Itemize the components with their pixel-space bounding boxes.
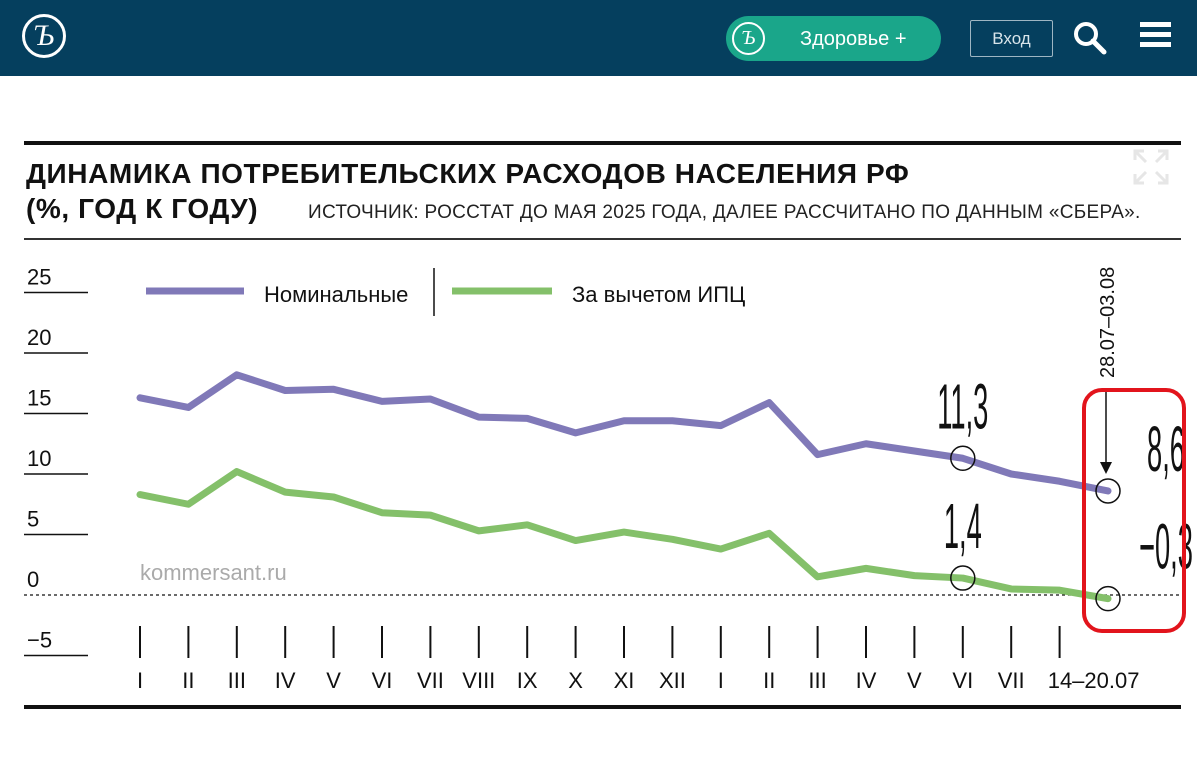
health-button-label: Здоровье +	[800, 28, 907, 50]
x-tick-label: XII	[659, 668, 686, 693]
top-navigation-bar: Ъ Ъ Здоровье + Вход	[0, 0, 1197, 76]
chart-bottom-rule	[24, 705, 1181, 709]
x-tick-label: II	[182, 668, 194, 693]
chart-header-rule	[24, 238, 1181, 240]
y-tick-label: −5	[27, 628, 52, 653]
period-label: 28.07–03.08	[1097, 267, 1119, 378]
highlight-frame	[1082, 388, 1186, 633]
y-tick-label: 5	[27, 507, 39, 532]
menu-icon-bar	[1140, 32, 1171, 37]
x-tick-label: I	[137, 668, 143, 693]
x-tick-label: V	[907, 668, 922, 693]
annotation-label: 1,4	[944, 492, 982, 562]
y-tick-label: 10	[27, 446, 51, 471]
chart-title: ДИНАМИКА ПОТРЕБИТЕЛЬСКИХ РАСХОДОВ НАСЕЛЕ…	[26, 158, 910, 189]
x-tick-label: III	[228, 668, 246, 693]
annotation-marker	[1095, 585, 1121, 612]
expand-chart-button[interactable]	[1132, 148, 1170, 186]
x-tick-label: IV	[275, 668, 296, 693]
x-tick-label: VI	[952, 668, 973, 693]
annotation-marker	[950, 565, 976, 591]
search-icon	[1074, 22, 1107, 55]
x-tick-label: VII	[998, 668, 1025, 693]
legend-label-real: За вычетом ИПЦ	[572, 282, 745, 307]
x-tick-label: IV	[856, 668, 877, 693]
x-tick-label: II	[763, 668, 775, 693]
annotation-marker	[950, 445, 976, 472]
y-tick-label: 0	[27, 567, 39, 592]
x-tick-label: III	[808, 668, 826, 693]
chart-top-rule	[24, 141, 1181, 145]
watermark: kommersant.ru	[140, 560, 287, 585]
x-tick-label: 14–20.07	[1048, 668, 1140, 693]
annotation-marker	[1095, 478, 1121, 504]
menu-icon-bar	[1140, 22, 1171, 27]
y-tick-label: 20	[27, 325, 51, 350]
x-tick-label: X	[568, 668, 583, 693]
period-arrow-head	[1100, 462, 1112, 474]
chart-source: ИСТОЧНИК: РОССТАТ ДО МАЯ 2025 ГОДА, ДАЛЕ…	[308, 202, 1141, 223]
x-tick-label: I	[718, 668, 724, 693]
y-tick-label: 15	[27, 386, 51, 411]
legend-label-nominal: Номинальные	[264, 282, 408, 307]
search-button[interactable]	[1072, 20, 1108, 56]
kommersant-logo[interactable]: Ъ	[22, 14, 66, 58]
series-line-nominal	[136, 371, 1112, 495]
x-tick-label: V	[326, 668, 341, 693]
health-logo-icon: Ъ	[732, 22, 765, 55]
x-tick-label: XI	[614, 668, 635, 693]
x-tick-label: VII	[417, 668, 444, 693]
chart-unit-label: (%, ГОД К ГОДУ)	[26, 193, 259, 224]
annotation-label: 8,6	[1147, 415, 1185, 485]
expand-icon	[1133, 149, 1169, 185]
menu-icon-bar	[1140, 42, 1171, 47]
series-line-real	[136, 468, 1112, 603]
annotation-label: 11,3	[937, 372, 988, 442]
x-tick-label: VIII	[462, 668, 495, 693]
x-tick-label: VI	[372, 668, 393, 693]
y-tick-label: 25	[27, 265, 51, 290]
menu-button[interactable]	[1140, 22, 1172, 54]
x-tick-label: IX	[517, 668, 538, 693]
health-plus-button[interactable]: Ъ Здоровье +	[726, 16, 941, 61]
login-button[interactable]: Вход	[970, 20, 1053, 57]
